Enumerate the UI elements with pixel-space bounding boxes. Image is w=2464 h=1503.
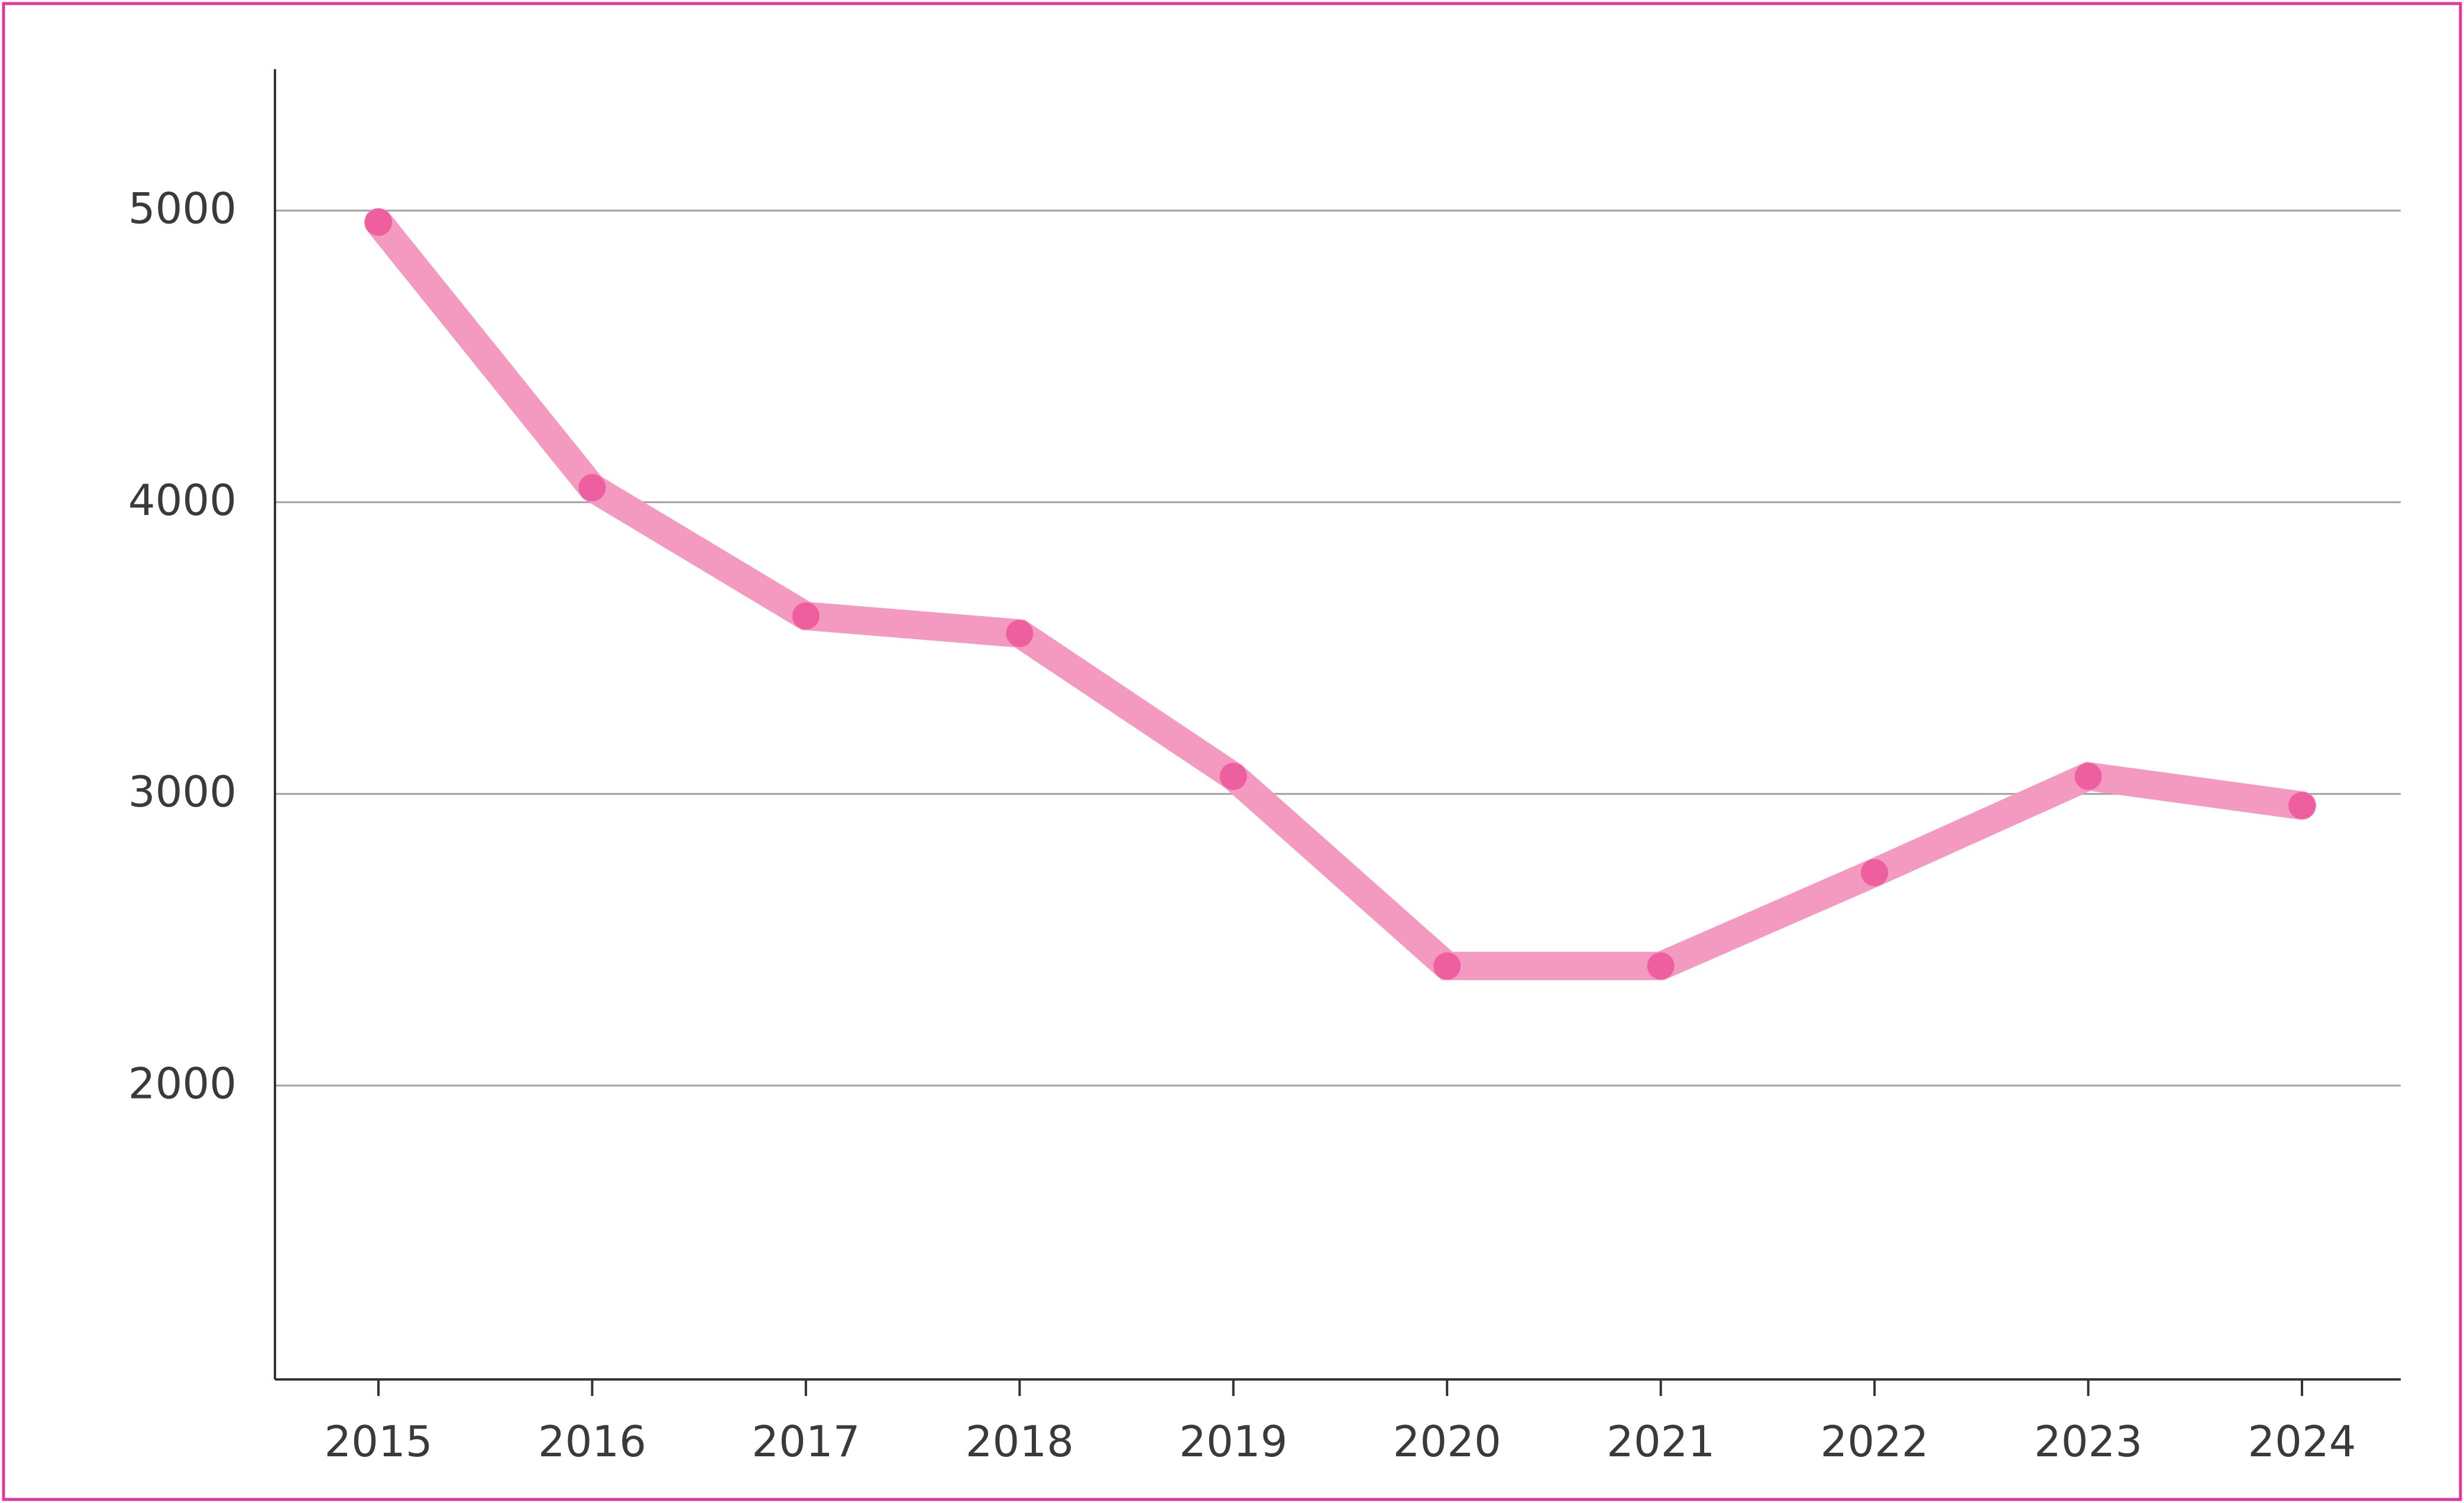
x-tick-label: 2024	[2248, 1417, 2356, 1466]
data-point-2021	[1647, 952, 1675, 980]
data-point-2015	[365, 208, 392, 236]
x-tick-label: 2018	[966, 1417, 1074, 1466]
series-line	[364, 208, 2316, 980]
x-tick-label: 2020	[1393, 1417, 1501, 1466]
data-point-2016	[578, 474, 606, 501]
y-tick-label: 5000	[128, 184, 237, 234]
data-point-2017	[792, 602, 820, 630]
x-tick-label: 2019	[1179, 1417, 1287, 1466]
y-tick-label: 3000	[128, 767, 237, 817]
data-point-2023	[2074, 763, 2102, 791]
data-point-2022	[1861, 859, 1889, 886]
data-point-2019	[1219, 763, 1247, 791]
x-tick-label: 2022	[1820, 1417, 1928, 1466]
x-tick-label: 2023	[2034, 1417, 2142, 1466]
x-tick-label: 2015	[324, 1417, 432, 1466]
data-point-2020	[1433, 952, 1461, 980]
y-tick-label: 4000	[128, 475, 237, 525]
data-point-2018	[1006, 620, 1034, 647]
x-tick-label: 2016	[538, 1417, 646, 1466]
x-tick-label: 2017	[752, 1417, 860, 1466]
data-point-2024	[2288, 792, 2316, 819]
x-tick-label: 2021	[1607, 1417, 1715, 1466]
y-tick-label: 2000	[128, 1059, 237, 1109]
